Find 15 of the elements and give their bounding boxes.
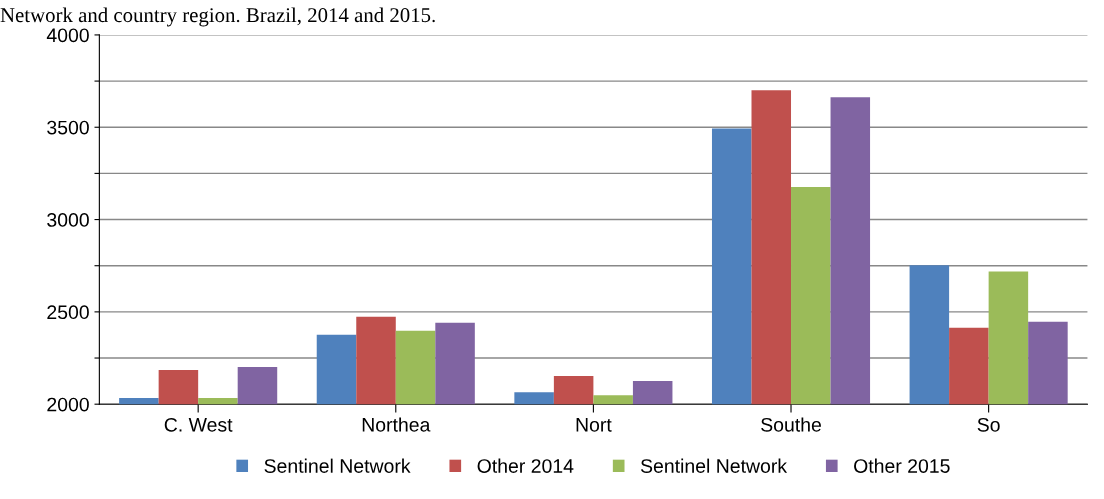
y-tick-label: 3000 xyxy=(47,213,89,227)
x-tick-label: Southe xyxy=(761,417,821,432)
x-tick-label: Nort xyxy=(576,418,612,432)
y-tick-label: 2500 xyxy=(47,305,89,320)
y-tick-label: 3500 xyxy=(47,120,89,135)
legend-label: Other 2014 xyxy=(477,458,574,473)
legend-label: Sentinel Network xyxy=(264,458,411,473)
x-tick-label: C. West xyxy=(164,417,233,432)
legend-label: Other 2015 xyxy=(854,458,950,473)
chart-title: Network and country region. Brazil, 2014 and 2015. xyxy=(0,7,435,27)
y-tick-label: 2000 xyxy=(47,397,89,412)
legend-label: Sentinel Network xyxy=(640,458,788,473)
y-tick-label: 4000 xyxy=(46,28,89,43)
x-tick-label: Northea xyxy=(362,417,431,432)
x-tick-label: So xyxy=(977,417,1000,432)
